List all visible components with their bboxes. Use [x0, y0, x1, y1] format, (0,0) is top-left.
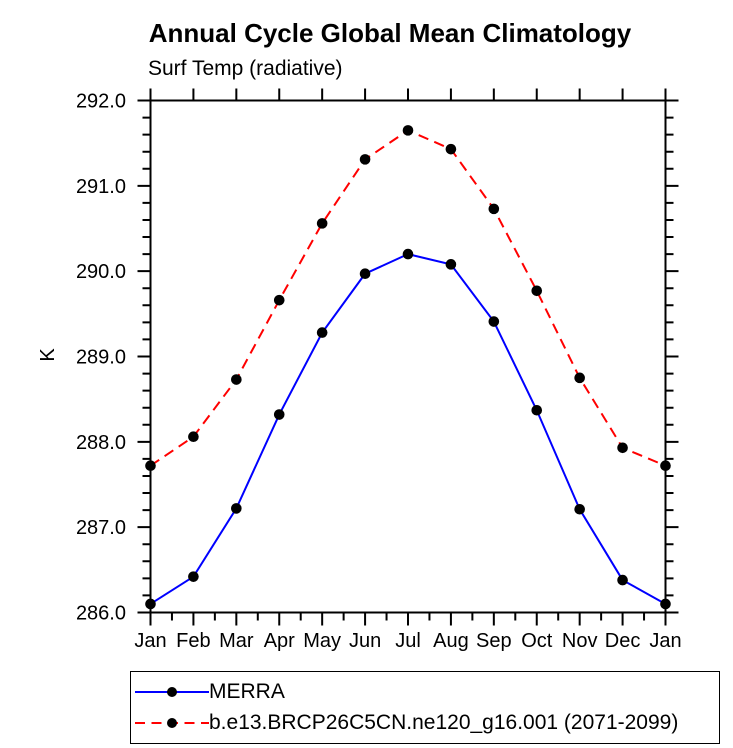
x-tick-label: Jun — [349, 630, 381, 652]
legend-sample-marker — [167, 686, 177, 697]
y-tick-label: 286.0 — [76, 603, 126, 625]
data-point-marker — [145, 598, 156, 610]
data-point-marker — [445, 259, 457, 270]
data-point-marker — [273, 409, 285, 420]
x-tick-label: Mar — [219, 630, 254, 652]
data-point-marker — [359, 268, 371, 280]
data-point-marker — [660, 598, 671, 610]
data-point-marker — [574, 372, 585, 384]
legend-sample-marker — [167, 717, 177, 728]
model-line-sample-icon — [135, 717, 209, 728]
data-point-marker — [617, 442, 628, 454]
chart-subtitle: Surf Temp (radiative) — [148, 57, 343, 80]
x-tick-label: Nov — [562, 630, 598, 652]
data-point-marker — [231, 374, 242, 385]
x-tick-label: Jan — [649, 630, 681, 652]
data-point-marker — [316, 327, 328, 338]
x-tick-label: Dec — [605, 630, 641, 652]
legend-item-model: b.e13.BRCP26C5CN.ne120_g16.001 (2071-209… — [135, 707, 719, 738]
axis-minor-ticks — [142, 116, 674, 621]
data-point-marker — [574, 503, 585, 515]
data-point-marker — [145, 460, 156, 472]
data-point-marker — [188, 571, 199, 582]
x-tick-label: Apr — [264, 630, 295, 652]
data-point-marker — [402, 248, 414, 260]
merra-line-sample-icon — [135, 686, 209, 697]
data-point-marker — [402, 125, 414, 136]
data-point-marker — [617, 574, 628, 586]
data-point-marker — [488, 316, 500, 327]
x-tick-label: Sep — [476, 630, 512, 652]
data-point-marker — [531, 404, 543, 416]
y-tick-label: 289.0 — [76, 347, 126, 369]
axis-major-ticks — [137, 88, 679, 626]
y-tick-label: 288.0 — [76, 432, 126, 454]
legend-label-merra: MERRA — [209, 679, 285, 703]
x-tick-label: Oct — [521, 630, 553, 652]
y-tick-label: 291.0 — [76, 176, 126, 198]
data-point-marker — [316, 218, 328, 229]
x-tick-label: Feb — [176, 630, 210, 652]
y-tick-label: 287.0 — [76, 517, 126, 539]
data-point-marker — [188, 431, 199, 443]
x-tick-label: Aug — [433, 630, 469, 652]
chart-title: Annual Cycle Global Mean Climatology — [148, 18, 632, 48]
x-tick-label: May — [303, 630, 341, 652]
x-tick-label: Jan — [134, 630, 166, 652]
series-line-1 — [149, 129, 666, 467]
plot-frame — [149, 99, 667, 614]
legend-label-model: b.e13.BRCP26C5CN.ne120_g16.001 (2071-209… — [209, 710, 679, 734]
data-point-marker — [660, 460, 671, 472]
data-point-marker — [531, 285, 543, 297]
y-tick-label: 292.0 — [76, 91, 126, 113]
data-point-marker — [359, 154, 371, 165]
data-point-marker — [273, 294, 285, 306]
data-point-marker — [231, 503, 242, 514]
data-point-marker — [445, 143, 457, 155]
y-tick-label: 290.0 — [76, 261, 126, 283]
series-line-0 — [149, 253, 666, 605]
x-tick-label: Jul — [395, 630, 421, 652]
data-point-marker — [488, 203, 500, 215]
legend: MERRA b.e13.BRCP26C5CN.ne120_g16.001 (20… — [130, 671, 720, 744]
legend-item-merra: MERRA — [135, 676, 719, 707]
